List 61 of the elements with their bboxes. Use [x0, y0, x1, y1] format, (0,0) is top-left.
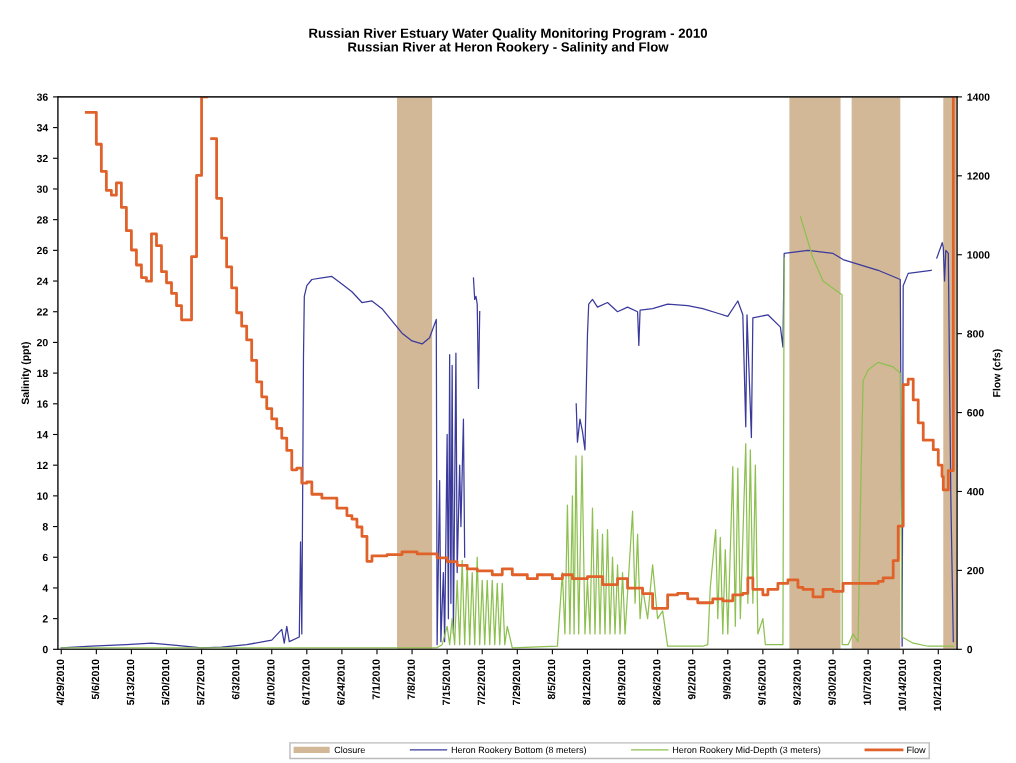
y-tick-label: 24: [36, 277, 49, 285]
x-tick-label: 7/1/2010: [372, 659, 380, 700]
x-tick-label: 5/13/2010: [126, 659, 135, 706]
x-tick-label: 7/22/2010: [477, 659, 486, 705]
y-tick-label: 34: [36, 124, 49, 132]
y-tick-label: 10: [37, 492, 48, 500]
x-tick-label: 10/7/2010: [863, 659, 872, 705]
x-tick-label: 9/30/2010: [828, 659, 836, 706]
x-tick-label: 7/8/2010: [407, 659, 415, 700]
x-tick-label: 9/9/2010: [722, 659, 731, 700]
y2-tick-label: 1000: [967, 251, 990, 259]
x-tick-label: 5/27/2010: [196, 659, 205, 706]
y-tick-label: 8: [42, 523, 48, 531]
y2-tick-label: 1400: [967, 93, 990, 101]
y-tick-label: 30: [36, 185, 48, 193]
y2-axis-title: Flow (cfs): [992, 349, 1003, 397]
y-tick-label: 2: [42, 615, 48, 623]
x-tick-label: 4/29/2010: [56, 659, 65, 706]
x-tick-label: 9/16/2010: [758, 659, 766, 706]
y2-tick-label: 400: [966, 487, 984, 496]
y2-tick-label: 200: [967, 566, 984, 575]
y-tick-label: 20: [36, 338, 48, 347]
y-axis-title: Salinity (ppt): [21, 342, 32, 405]
y-tick-label: 32: [36, 154, 48, 163]
x-tick-label: 10/14/2010: [898, 659, 907, 711]
legend-label: Flow: [907, 746, 926, 754]
y-tick-label: 28: [36, 216, 48, 224]
y-tick-label: 36: [36, 93, 48, 101]
y2-tick-label: 1200: [967, 172, 990, 180]
legend-label: Heron Rookery Bottom (8 meters): [451, 746, 586, 755]
y-tick-label: 18: [37, 369, 48, 377]
y-tick-label: 6: [42, 553, 48, 562]
y-tick-label: 12: [37, 461, 48, 469]
x-tick-label: 5/6/2010: [91, 659, 100, 700]
y2-tick-label: 600: [967, 409, 984, 417]
x-tick-label: 8/12/2010: [582, 659, 591, 706]
x-tick-label: 10/21/2010: [933, 659, 942, 711]
x-tick-label: 8/26/2010: [652, 659, 661, 706]
x-tick-label: 6/24/2010: [337, 659, 345, 705]
x-tick-label: 8/19/2010: [617, 659, 626, 706]
x-tick-label: 7/15/2010: [442, 659, 451, 705]
y-tick-label: 22: [36, 308, 48, 316]
x-tick-label: 7/29/2010: [512, 659, 521, 705]
legend-label: Closure: [334, 746, 365, 754]
x-tick-label: 9/2/2010: [687, 659, 696, 700]
y-tick-label: 16: [37, 400, 48, 408]
legend-label: Heron Rookery Mid-Depth (3 meters): [673, 746, 821, 755]
y-tick-label: 26: [36, 246, 48, 255]
x-tick-label: 9/23/2010: [793, 659, 801, 706]
y2-tick-label: 0: [967, 645, 973, 654]
y-tick-label: 14: [37, 431, 49, 439]
x-tick-label: 6/17/2010: [301, 659, 310, 705]
x-tick-label: 5/20/2010: [161, 659, 170, 706]
y-tick-label: 4: [42, 584, 49, 592]
x-tick-label: 8/5/2010: [547, 659, 556, 700]
chart-subtitle: Russian River at Heron Rookery - Salinity and Flow: [348, 41, 669, 55]
x-tick-label: 6/3/2010: [231, 659, 240, 700]
chart-title: Russian River Estuary Water Quality Monitoring Program - 2010: [309, 28, 708, 41]
y-tick-label: 0: [42, 645, 48, 654]
y2-tick-label: 800: [967, 330, 984, 338]
x-tick-label: 6/10/2010: [266, 659, 275, 705]
